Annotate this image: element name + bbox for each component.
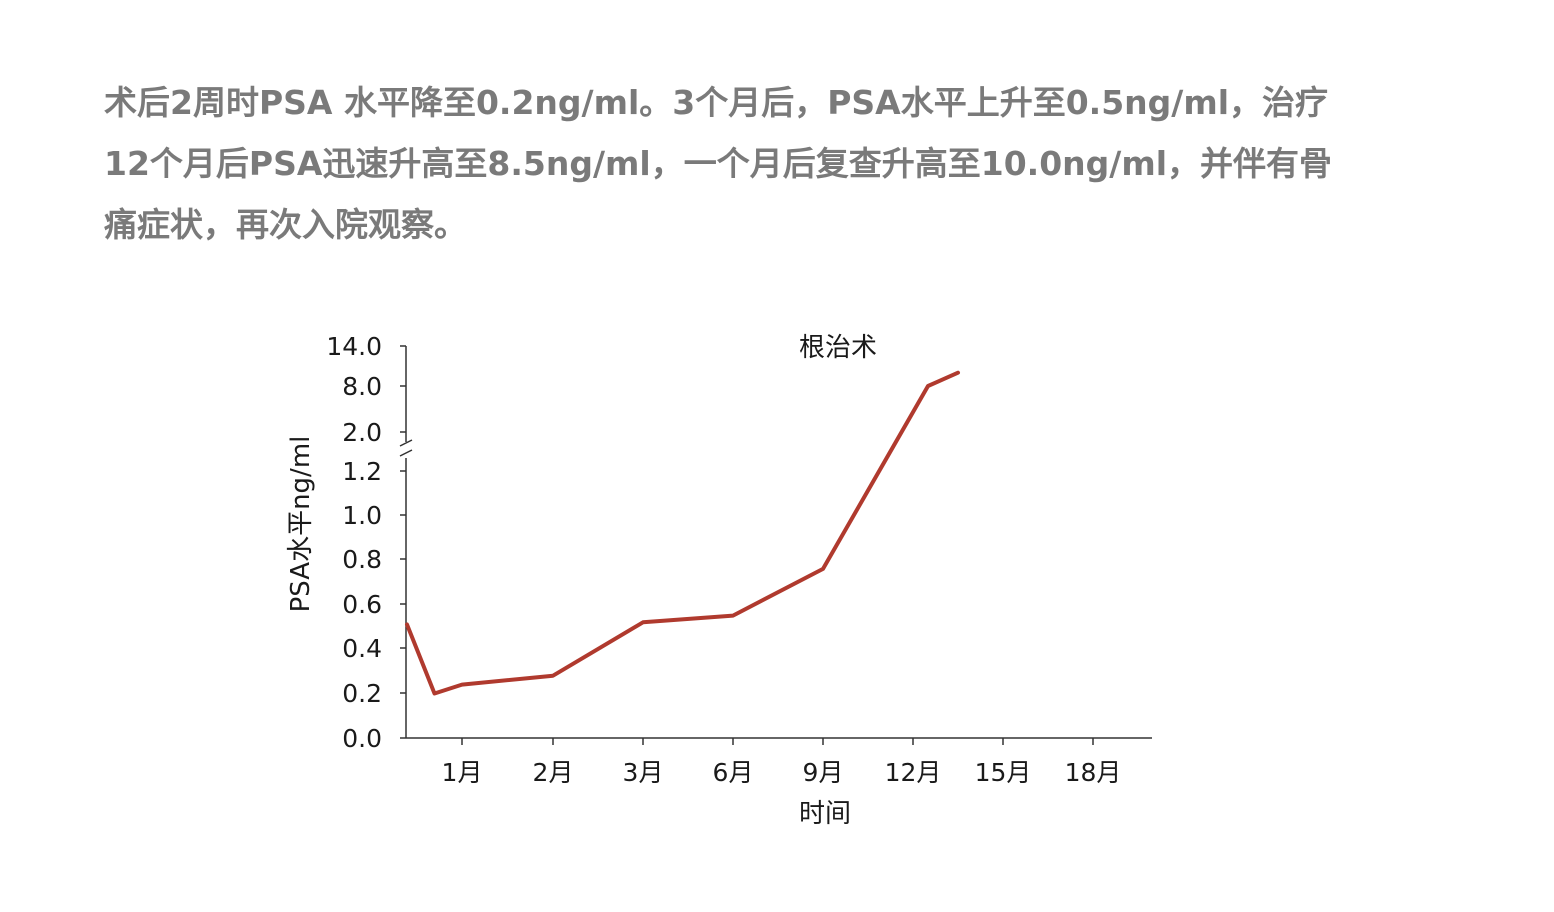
y-tick-label: 0.4 bbox=[342, 634, 382, 663]
chart-series-layer bbox=[405, 370, 960, 696]
description-line-2: 12个月后PSA迅速升高至8.5ng/ml，一个月后复查升高至10.0ng/ml… bbox=[104, 144, 1333, 183]
x-tick-label: 1月 bbox=[442, 758, 483, 787]
y-tick-label: 0.6 bbox=[342, 590, 382, 619]
y-tick-label: 0.2 bbox=[342, 679, 382, 708]
description-paragraph: 术后2周时PSA 水平降至0.2ng/ml。3个月后，PSA水平上升至0.5ng… bbox=[104, 72, 1434, 255]
psa-series-line bbox=[405, 370, 960, 696]
y-tick-label: 14.0 bbox=[326, 332, 382, 361]
x-tick-label: 2月 bbox=[533, 758, 574, 787]
description-line-3: 痛症状，再次入院观察。 bbox=[104, 205, 467, 244]
y-tick-label: 0.0 bbox=[342, 724, 382, 753]
x-tick-label: 9月 bbox=[803, 758, 844, 787]
y-tick-label: 1.2 bbox=[342, 457, 382, 486]
chart-title: 根治术 bbox=[799, 333, 877, 363]
x-tick-label: 6月 bbox=[713, 758, 754, 787]
y-tick-label: 8.0 bbox=[342, 372, 382, 401]
y-tick-label: 0.8 bbox=[342, 545, 382, 574]
y-tick-label: 2.0 bbox=[342, 418, 382, 447]
axis-break-mark bbox=[399, 449, 413, 457]
x-tick-label: 3月 bbox=[623, 758, 664, 787]
chart-axes: 0.0 0.2 0.4 0.6 0.8 1.0 1.2 2.0 8.0 14.0 1月 2月 3月 6月 9… bbox=[326, 332, 1152, 787]
y-tick-label: 1.0 bbox=[342, 501, 382, 530]
x-axis-label: 时间 bbox=[799, 799, 851, 829]
y-axis-label: PSA水平ng/ml bbox=[286, 436, 316, 613]
axis-break-mark bbox=[399, 439, 413, 447]
description-line-1: 术后2周时PSA 水平降至0.2ng/ml。3个月后，PSA水平上升至0.5ng… bbox=[104, 83, 1329, 122]
x-tick-label: 12月 bbox=[885, 758, 942, 787]
x-tick-label: 15月 bbox=[975, 758, 1032, 787]
x-tick-label: 18月 bbox=[1065, 758, 1122, 787]
